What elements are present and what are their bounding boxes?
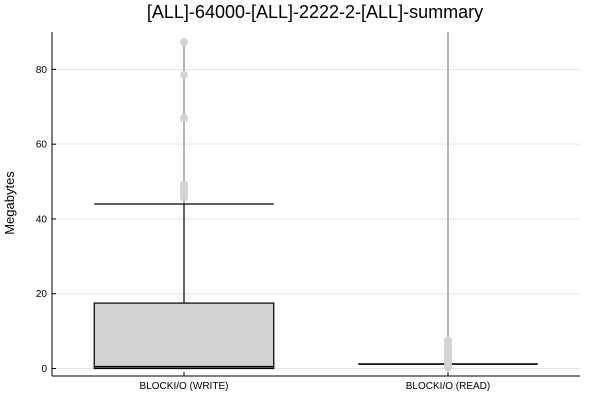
outlier-point — [180, 114, 188, 122]
x-tick-label: BLOCKI/O (READ) — [406, 381, 490, 392]
y-tick-label: 80 — [36, 65, 48, 76]
y-tick-label: 0 — [41, 364, 47, 375]
y-tick-label: 20 — [36, 289, 48, 300]
outlier-point — [180, 71, 188, 79]
y-tick-label: 40 — [36, 214, 48, 225]
y-tick-label: 60 — [36, 140, 48, 151]
y-axis-label: Megabytes — [2, 171, 17, 235]
outlier-point — [180, 38, 188, 47]
grid-lines — [52, 68, 580, 370]
x-tick-label: BLOCKI/O (WRITE) — [140, 381, 229, 392]
axes: 0 20 40 60 80 BLOCKI/O (WRITE) BLOCKI/O (READ) — [36, 32, 580, 392]
plot-area — [93, 32, 538, 372]
outlier-point — [180, 180, 188, 189]
chart-title: [ALL]-64000-[ALL]-2222-2-[ALL]-summary — [147, 2, 483, 22]
box-body — [93, 302, 275, 370]
outlier-point — [444, 336, 452, 345]
